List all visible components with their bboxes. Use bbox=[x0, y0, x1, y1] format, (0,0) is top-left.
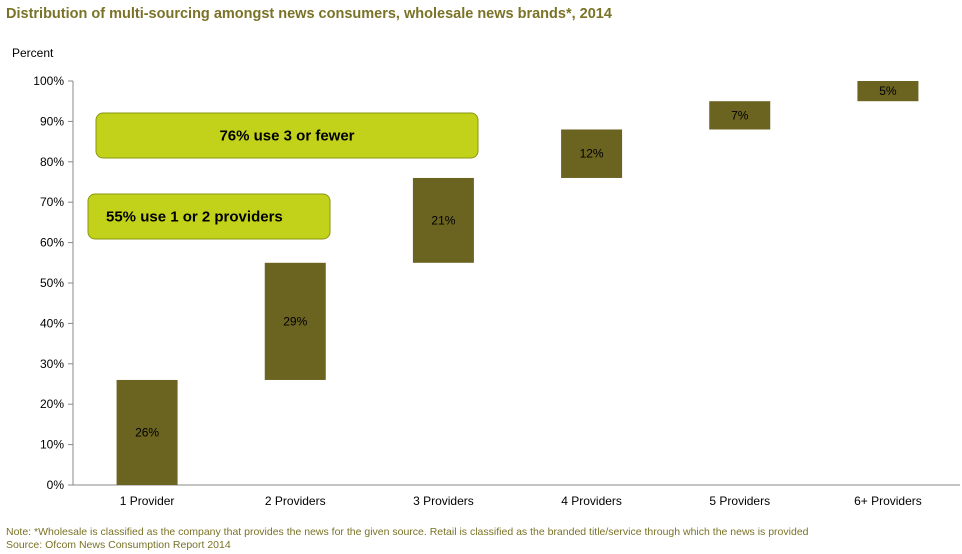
x-tick-label: 5 Providers bbox=[709, 494, 770, 508]
bar bbox=[709, 101, 771, 130]
footnote-source: Source: Ofcom News Consumption Report 20… bbox=[6, 539, 231, 551]
callout-box bbox=[87, 193, 331, 240]
bar bbox=[264, 262, 326, 380]
y-tick-label: 50% bbox=[40, 276, 64, 290]
y-tick-label: 0% bbox=[47, 478, 65, 492]
waterfall-chart: Percent 0% 10% 20% 30% 40% 50% 60% 70% 80% 90% 100… bbox=[12, 46, 960, 508]
y-tick-label: 40% bbox=[40, 316, 64, 330]
y-tick-label: 70% bbox=[40, 195, 64, 209]
bar bbox=[116, 379, 178, 485]
callout-text: 55% use 1 or 2 providers bbox=[106, 209, 283, 226]
y-tick-label: 80% bbox=[40, 155, 64, 169]
callouts: 76% use 3 or fewer 55% use 1 or 2 provide… bbox=[87, 112, 479, 240]
x-tick-label: 2 Providers bbox=[265, 494, 326, 508]
data-label: 5% bbox=[879, 84, 897, 98]
x-tick-label: 3 Providers bbox=[413, 494, 474, 508]
bars: 26% 29% 21% 12% 7% 5% bbox=[116, 81, 919, 485]
data-label: 7% bbox=[731, 108, 749, 122]
data-label: 21% bbox=[431, 213, 455, 227]
y-tick-label: 100% bbox=[33, 74, 64, 88]
callout-text: 76% use 3 or fewer bbox=[219, 128, 354, 145]
x-tick-label: 6+ Providers bbox=[854, 494, 922, 508]
bar bbox=[412, 177, 474, 263]
bar bbox=[857, 81, 919, 102]
y-tick-label: 60% bbox=[40, 236, 64, 250]
x-tick-label: 4 Providers bbox=[561, 494, 622, 508]
y-tick-label: 90% bbox=[40, 114, 64, 128]
y-axis: 0% 10% 20% 30% 40% 50% 60% 70% 80% 90% 100% bbox=[33, 74, 74, 492]
data-label: 12% bbox=[580, 147, 604, 161]
x-tick-label: 1 Provider bbox=[120, 494, 175, 508]
y-axis-label: Percent bbox=[12, 46, 54, 60]
y-tick-label: 10% bbox=[40, 438, 64, 452]
footnote-note: Note: *Wholesale is classified as the co… bbox=[6, 526, 809, 538]
chart-title: Distribution of multi-sourcing amongst n… bbox=[6, 6, 612, 22]
callout-box bbox=[95, 112, 479, 159]
bar bbox=[561, 129, 623, 178]
y-tick-label: 30% bbox=[40, 357, 64, 371]
y-tick-label: 20% bbox=[40, 397, 64, 411]
data-label: 29% bbox=[283, 314, 307, 328]
data-label: 26% bbox=[135, 425, 159, 439]
x-axis: 1 Provider 2 Providers 3 Providers 4 Provid… bbox=[73, 484, 960, 508]
